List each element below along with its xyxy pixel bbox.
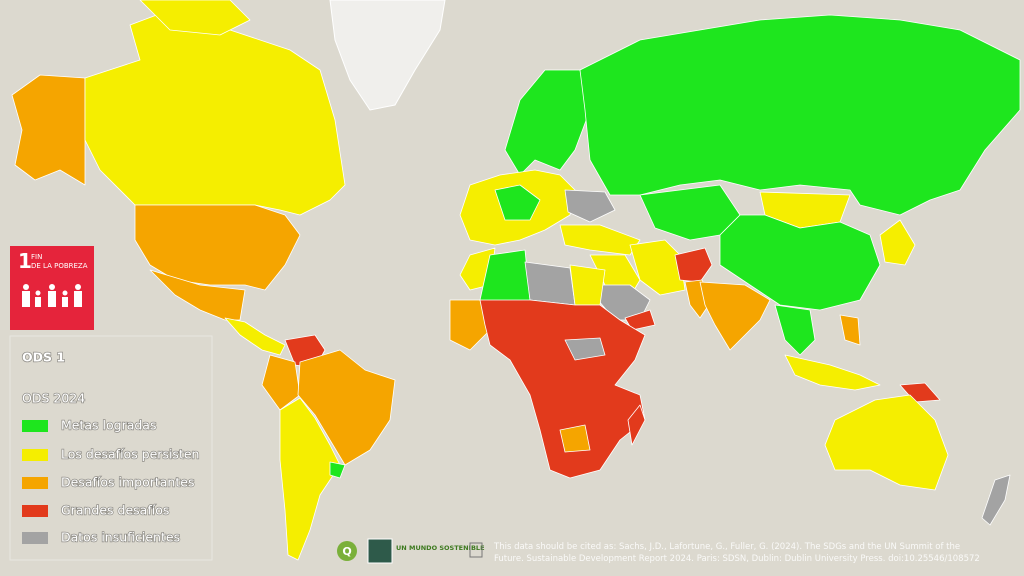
badge-number: 1 bbox=[18, 249, 32, 273]
japan-korea bbox=[879, 219, 916, 266]
legend-swatch bbox=[22, 532, 48, 544]
madagascar bbox=[627, 404, 646, 446]
arctic-islands bbox=[139, 0, 251, 36]
turkey bbox=[559, 224, 641, 256]
sdg-badge: 1 FIN DE LA POBREZA bbox=[10, 246, 94, 330]
southern-cone bbox=[279, 397, 341, 561]
south-sudan bbox=[564, 337, 606, 361]
legend-box bbox=[9, 335, 213, 561]
legend-title: ODS 1 bbox=[22, 350, 65, 365]
new-zealand bbox=[981, 474, 1011, 526]
legend: ODS 1 ODS 2024 Metas logradas Los desafío… bbox=[9, 335, 213, 561]
colombia-peru bbox=[261, 354, 301, 411]
citation: Future. Sustainable Development Report 2… bbox=[494, 554, 980, 564]
legend-label: Desafíos importantes bbox=[61, 475, 194, 490]
qgis-logo bbox=[337, 541, 357, 561]
legend-swatch bbox=[22, 505, 48, 517]
globe-logo bbox=[367, 538, 393, 564]
central-europe bbox=[494, 184, 541, 221]
citation: This data should be cited as: Sachs, J.D… bbox=[493, 542, 960, 552]
usa bbox=[134, 204, 301, 291]
legend-swatch bbox=[22, 477, 48, 489]
central-america bbox=[224, 317, 286, 356]
botswana bbox=[559, 424, 591, 453]
brazil bbox=[297, 349, 396, 466]
badge-title-line: DE LA POBREZA bbox=[31, 262, 88, 270]
indonesia bbox=[784, 354, 881, 391]
badge-icon bbox=[22, 284, 82, 307]
australia bbox=[824, 394, 949, 491]
philippines bbox=[839, 314, 861, 346]
west-africa bbox=[449, 299, 491, 351]
scandinavia bbox=[504, 69, 591, 176]
logo-icon bbox=[469, 542, 483, 558]
legend-label: Los desafíos persisten bbox=[61, 447, 199, 462]
legend-subtitle: ODS 2024 bbox=[22, 391, 85, 406]
legend-swatch bbox=[22, 420, 48, 432]
china bbox=[719, 214, 881, 311]
qgis-mark: Q bbox=[342, 545, 351, 558]
southeast-asia bbox=[774, 304, 816, 356]
logo-text: UN MUNDO SOSTENIBLE bbox=[396, 544, 485, 552]
russia bbox=[579, 14, 1021, 216]
countries bbox=[11, 0, 1021, 561]
greenland bbox=[329, 0, 446, 111]
india bbox=[699, 281, 771, 351]
uruguay bbox=[329, 461, 346, 479]
badge-title-line: FIN bbox=[31, 253, 42, 261]
afghanistan bbox=[674, 247, 713, 283]
ukraine bbox=[564, 189, 616, 223]
logos: Q UN MUNDO SOSTENIBLE bbox=[337, 538, 485, 564]
legend-label: Metas logradas bbox=[61, 418, 156, 433]
legend-label: Datos insuficientes bbox=[61, 530, 180, 545]
libya bbox=[524, 261, 576, 306]
egypt bbox=[569, 264, 606, 306]
legend-label: Grandes desafíos bbox=[61, 503, 169, 518]
legend-swatch bbox=[22, 449, 48, 461]
alaska bbox=[11, 74, 86, 186]
